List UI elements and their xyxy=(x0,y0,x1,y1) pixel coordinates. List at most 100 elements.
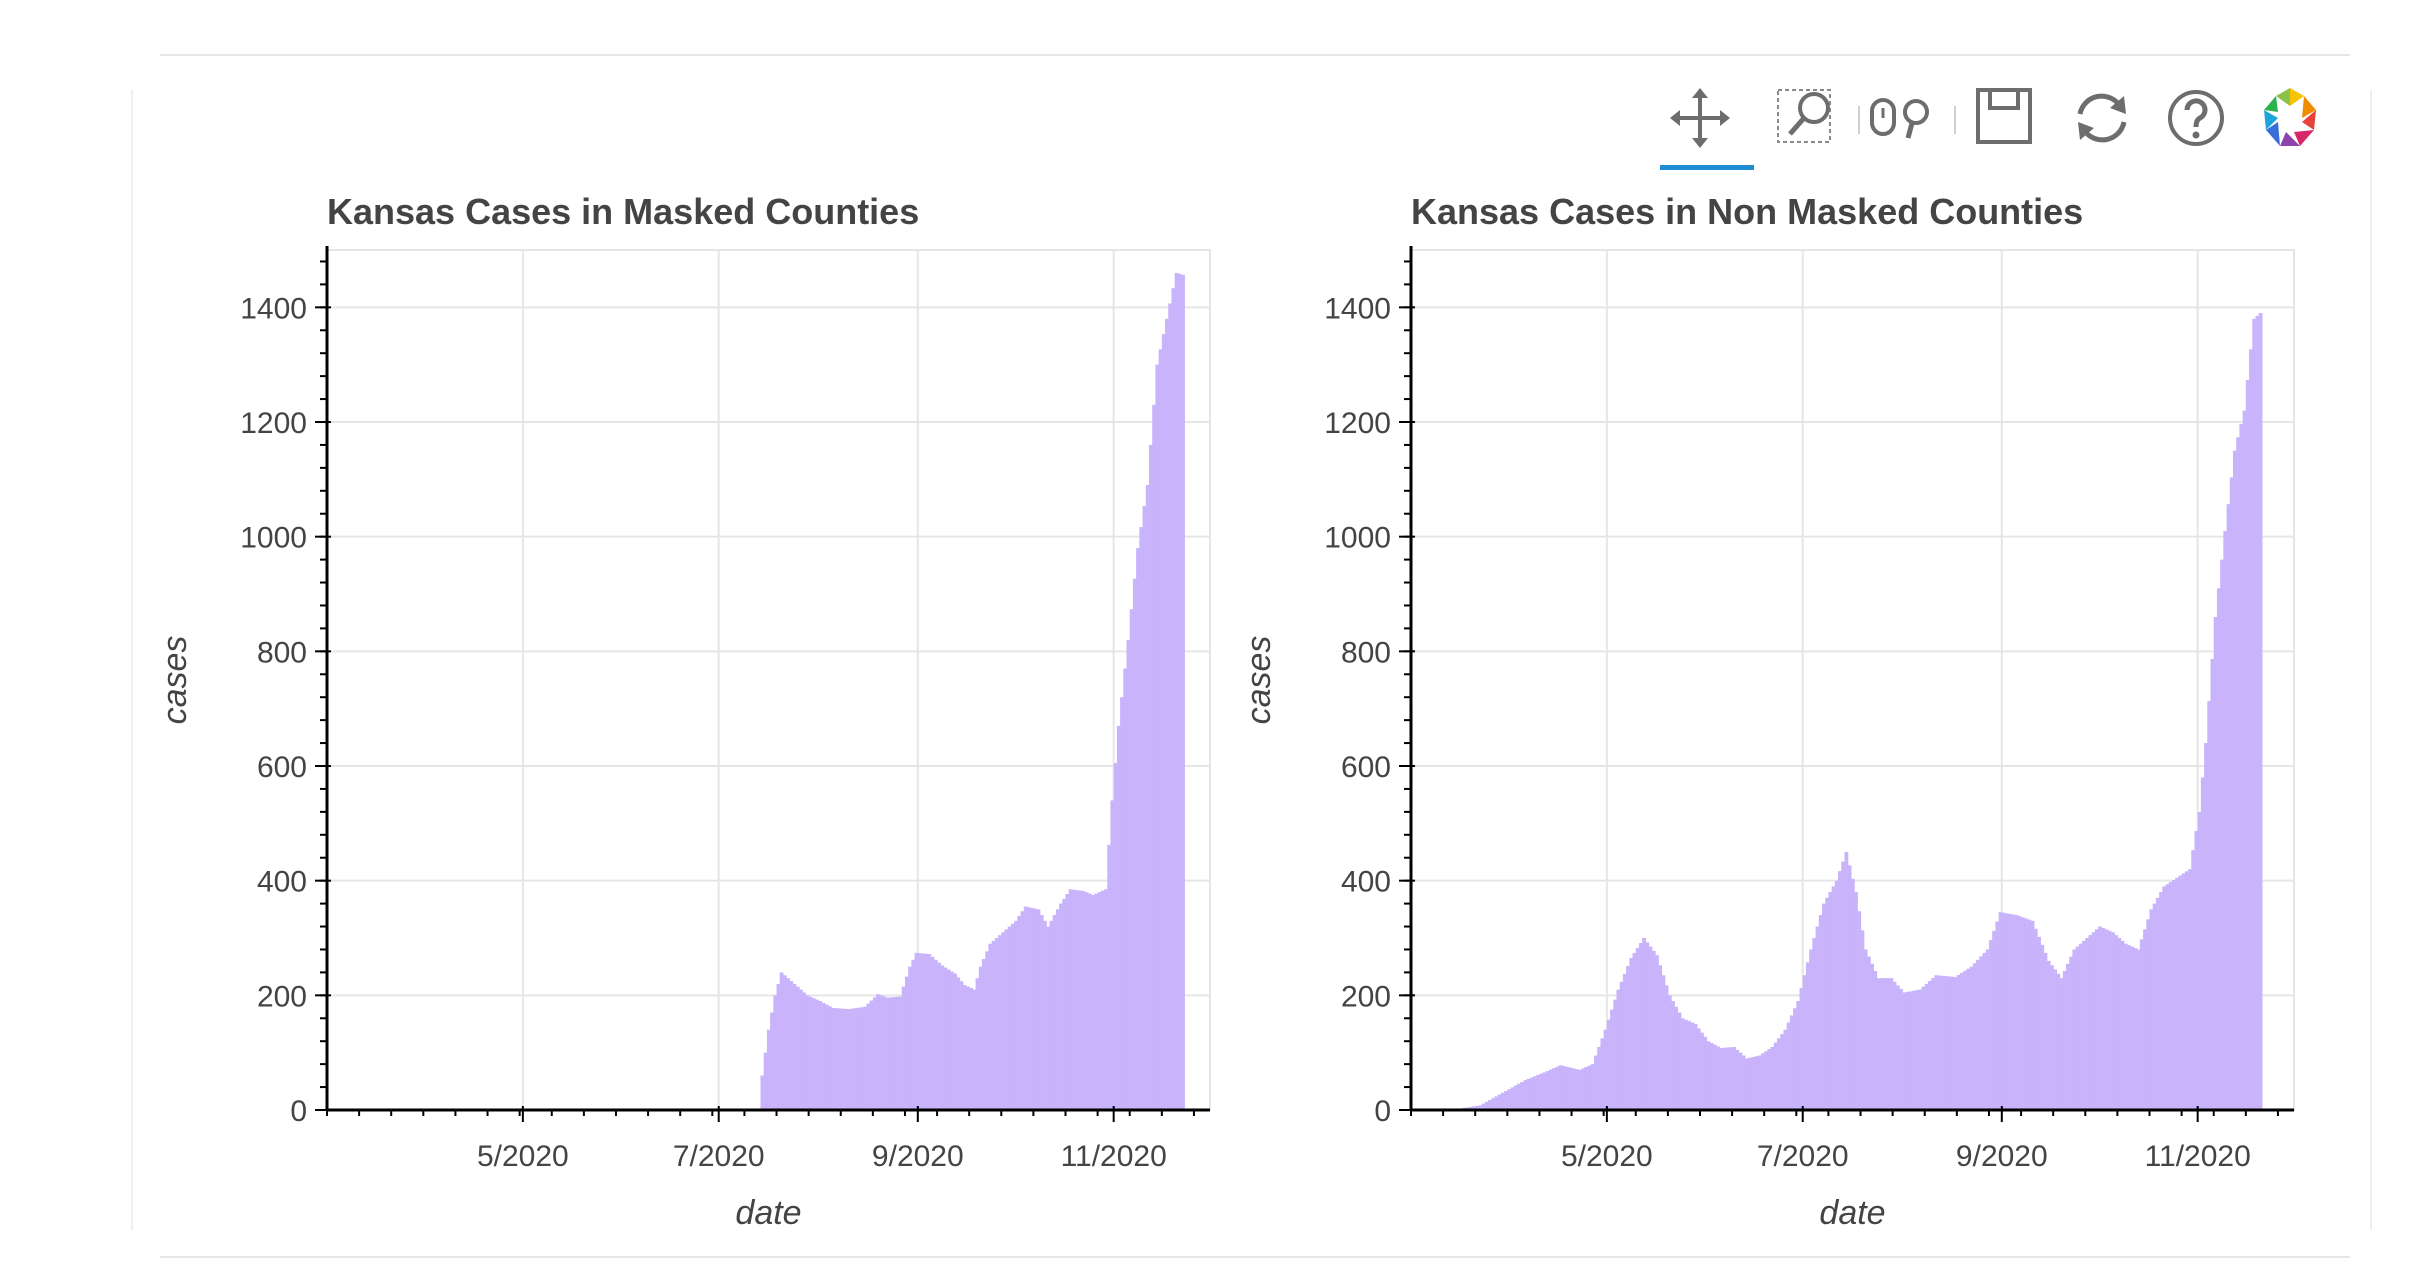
bar xyxy=(1507,1089,1512,1110)
bar xyxy=(2123,943,2128,1110)
bar xyxy=(811,998,816,1110)
y-tick-label: 800 xyxy=(257,636,307,669)
bar xyxy=(1687,1021,1691,1110)
bar xyxy=(1892,981,1897,1110)
bar xyxy=(1809,949,1813,1110)
bar xyxy=(2133,948,2138,1110)
bar xyxy=(1796,1001,1801,1110)
bar xyxy=(965,986,970,1110)
bar xyxy=(847,1009,851,1110)
bar xyxy=(2236,437,2241,1110)
bar xyxy=(1738,1052,1743,1110)
bar xyxy=(2008,913,2013,1110)
bar xyxy=(1571,1068,1576,1110)
x-tick-label: 9/2020 xyxy=(872,1140,964,1173)
bar xyxy=(808,996,813,1110)
bar xyxy=(885,997,890,1110)
box-zoom-tool-button[interactable] xyxy=(1768,78,1848,158)
bar xyxy=(1059,903,1063,1110)
bar xyxy=(1152,404,1157,1110)
bar xyxy=(2184,871,2189,1110)
y-tick-label: 1200 xyxy=(1324,407,1391,440)
bar xyxy=(1478,1105,1483,1110)
bar xyxy=(1638,943,1643,1110)
bar xyxy=(1995,921,2000,1110)
bar xyxy=(1581,1068,1585,1110)
bar xyxy=(1177,273,1182,1110)
bar xyxy=(1181,274,1185,1111)
y-tick-label: 600 xyxy=(1341,751,1391,784)
bar xyxy=(927,954,932,1110)
bar xyxy=(782,975,787,1110)
bar xyxy=(2033,928,2038,1110)
bar xyxy=(1773,1042,1778,1110)
reset-tool-button[interactable] xyxy=(2062,78,2142,158)
bar xyxy=(2094,929,2099,1110)
bar xyxy=(946,969,951,1110)
bar xyxy=(1825,897,1830,1110)
wheel-zoom-icon xyxy=(1870,98,1929,139)
bar xyxy=(1793,1008,1797,1110)
bar xyxy=(1854,892,1858,1110)
bar xyxy=(2191,850,2196,1110)
bar xyxy=(1120,697,1124,1110)
y-tick-label: 800 xyxy=(1341,636,1391,669)
bar xyxy=(1767,1049,1772,1110)
bar xyxy=(1168,303,1173,1110)
bar xyxy=(1992,930,1996,1110)
bar xyxy=(1805,962,1810,1110)
bar xyxy=(959,981,964,1110)
bar xyxy=(799,989,803,1110)
bar xyxy=(1716,1046,1720,1110)
bar xyxy=(1549,1069,1553,1110)
bokeh-logo-link[interactable] xyxy=(2250,78,2330,158)
bar xyxy=(1789,1015,1794,1110)
bar xyxy=(921,953,925,1110)
bar xyxy=(1536,1074,1541,1110)
bar xyxy=(2194,830,2199,1110)
wheel-zoom-tool-button[interactable] xyxy=(1866,78,1946,158)
bar xyxy=(1860,930,1865,1110)
bar xyxy=(1491,1098,1496,1110)
bar xyxy=(1963,970,1968,1110)
bar xyxy=(831,1007,835,1110)
help-icon xyxy=(2168,90,2224,146)
bar xyxy=(1719,1048,1724,1110)
bar xyxy=(1889,978,1894,1110)
y-tick-label: 1400 xyxy=(1324,292,1391,325)
bar xyxy=(985,951,990,1110)
bar xyxy=(1998,912,2003,1110)
bar xyxy=(2239,423,2244,1110)
bar xyxy=(2078,943,2083,1110)
bar xyxy=(1504,1091,1508,1110)
bar xyxy=(815,999,819,1110)
bokeh-logo-icon xyxy=(2264,88,2316,146)
bar xyxy=(962,985,967,1110)
y-tick-label: 400 xyxy=(1341,866,1391,899)
bar xyxy=(1844,852,1849,1110)
bar xyxy=(1866,956,1871,1110)
bar xyxy=(2046,960,2051,1110)
bar xyxy=(911,959,916,1110)
bar xyxy=(1940,975,1945,1110)
bar xyxy=(1107,844,1112,1110)
bar xyxy=(978,966,983,1110)
bar xyxy=(2040,944,2045,1110)
bar xyxy=(2165,884,2170,1110)
bar xyxy=(975,978,980,1110)
bar xyxy=(1956,974,1961,1110)
bar xyxy=(760,1075,765,1110)
help-tool-button[interactable] xyxy=(2156,78,2236,158)
bar xyxy=(821,1002,826,1110)
bar xyxy=(1760,1053,1765,1110)
bar xyxy=(1533,1076,1537,1110)
bar xyxy=(1043,920,1047,1110)
bar xyxy=(1097,892,1102,1110)
bar xyxy=(2197,811,2202,1110)
save-tool-button[interactable] xyxy=(1964,78,2044,158)
bar xyxy=(2021,917,2025,1110)
bar xyxy=(1841,861,1846,1110)
pan-tool-button[interactable] xyxy=(1660,78,1754,170)
bar xyxy=(1934,975,1939,1110)
bar xyxy=(969,988,973,1110)
